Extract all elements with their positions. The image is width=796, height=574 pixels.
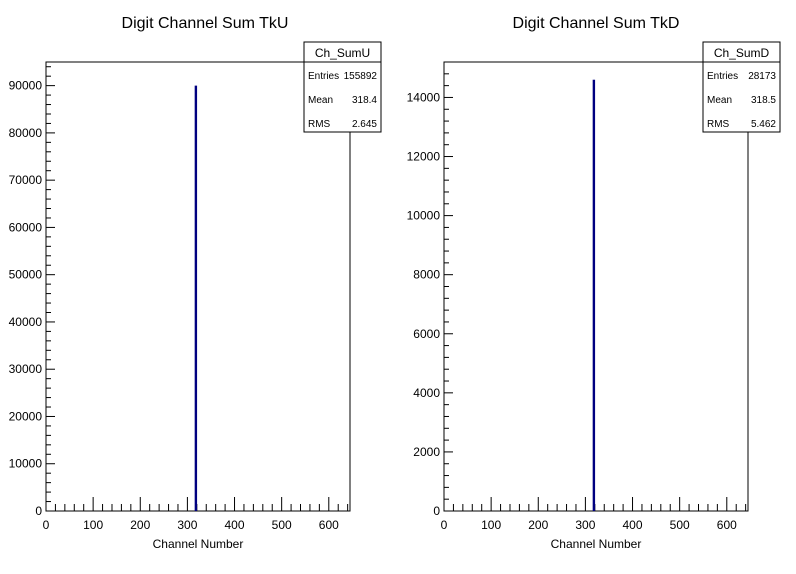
stats-value: 5.462: [751, 119, 776, 130]
y-tick-label: 4000: [413, 386, 440, 400]
stats-box: Ch_SumU Entries 155892 Mean 318.4 RMS 2.645: [303, 41, 382, 133]
y-tick-label: 40000: [9, 315, 43, 329]
y-tick-label: 10000: [9, 457, 43, 471]
y-tick-label: 2000: [413, 445, 440, 459]
x-tick-label: 400: [623, 518, 643, 532]
x-tick-label: 100: [83, 518, 103, 532]
y-tick-label: 14000: [407, 90, 441, 104]
x-tick-label: 300: [177, 518, 197, 532]
x-tick-label: 500: [272, 518, 292, 532]
plot-frame: [443, 61, 749, 512]
y-tick-label: 0: [35, 504, 42, 518]
y-tick-label: 12000: [407, 150, 441, 164]
x-tick-label: 600: [717, 518, 737, 532]
y-tick-label: 90000: [9, 79, 43, 93]
x-axis-label: Channel Number: [153, 537, 244, 551]
stats-value: 318.4: [352, 95, 377, 106]
y-tick-label: 70000: [9, 173, 43, 187]
stats-box-name: Ch_SumD: [714, 46, 770, 60]
y-tick-label: 80000: [9, 126, 43, 140]
stats-label: RMS: [308, 119, 331, 130]
x-tick-label: 200: [130, 518, 150, 532]
x-tick-label: 0: [441, 518, 448, 532]
y-tick-label: 60000: [9, 220, 43, 234]
x-tick-label: 100: [481, 518, 501, 532]
stats-box: Ch_SumD Entries 28173 Mean 318.5 RMS 5.462: [702, 41, 781, 133]
stats-value: 318.5: [751, 95, 776, 106]
y-tick-label: 8000: [413, 268, 440, 282]
plot-panel-1: Digit Channel Sum TkD 0 100 200 300 400 500 600…: [407, 15, 781, 551]
stats-box-name: Ch_SumU: [315, 46, 370, 60]
stats-value: 2.645: [352, 119, 377, 130]
x-tick-label: 400: [225, 518, 245, 532]
y-tick-label: 0: [433, 504, 440, 518]
stats-value: 28173: [748, 71, 776, 82]
stats-value: 155892: [344, 71, 378, 82]
stats-label: RMS: [707, 119, 730, 130]
y-tick-label: 50000: [9, 268, 43, 282]
x-tick-label: 500: [670, 518, 690, 532]
x-tick-label: 300: [575, 518, 595, 532]
y-tick-label: 10000: [407, 209, 441, 223]
histogram-bar: [194, 85, 198, 511]
stats-label: Mean: [707, 95, 732, 106]
stats-label: Entries: [308, 71, 339, 82]
x-tick-label: 200: [528, 518, 548, 532]
stats-box-frame: [303, 41, 382, 133]
x-axis-label: Channel Number: [551, 537, 642, 551]
y-tick-label: 30000: [9, 362, 43, 376]
chart-title: Digit Channel Sum TkD: [513, 15, 680, 32]
stats-box-frame: [702, 41, 781, 133]
plot-panel-0: Digit Channel Sum TkU 0 100 200 300 400 500 600…: [9, 15, 382, 551]
x-tick-label: 0: [43, 518, 50, 532]
stats-label: Mean: [308, 95, 333, 106]
plot-frame: [45, 61, 351, 512]
stats-label: Entries: [707, 71, 738, 82]
y-tick-label: 6000: [413, 327, 440, 341]
y-tick-label: 20000: [9, 409, 43, 423]
x-tick-label: 600: [319, 518, 339, 532]
chart-title: Digit Channel Sum TkU: [122, 15, 289, 32]
histogram-bar: [592, 79, 596, 511]
